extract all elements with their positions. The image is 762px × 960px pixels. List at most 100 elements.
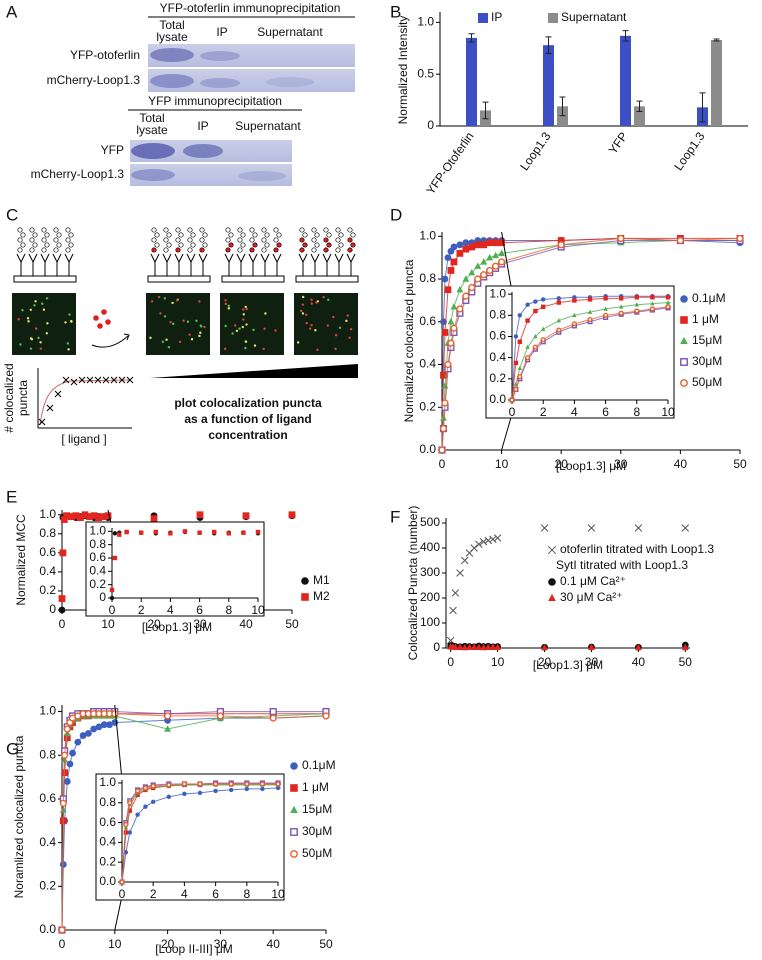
puncta: [334, 333, 338, 337]
point: [151, 799, 156, 804]
point: [541, 297, 546, 302]
puncta: [262, 347, 265, 351]
bead: [65, 237, 71, 243]
antibody: [224, 253, 234, 264]
antibody: [186, 253, 196, 264]
point: [492, 262, 500, 270]
point: [681, 643, 689, 651]
fit-line: [511, 306, 671, 401]
y-tick-label: 0.0: [489, 392, 506, 406]
lane-label: IP: [197, 119, 208, 133]
row-label: mCherry-Loop1.3: [31, 167, 125, 181]
puncta: [242, 308, 245, 311]
point: [492, 251, 500, 259]
bead: [225, 227, 231, 233]
point: [197, 790, 203, 796]
point: [81, 511, 89, 519]
mini-marker: [94, 376, 102, 384]
x-tick-label: 10: [108, 937, 122, 951]
point: [260, 786, 265, 792]
point: [432, 785, 436, 789]
point: [439, 425, 448, 433]
point: [475, 643, 483, 650]
point: [275, 781, 281, 787]
bead: [190, 232, 196, 238]
puncta: [29, 337, 33, 340]
fit-line: [121, 787, 281, 883]
y-tick-label: 0.4: [419, 357, 436, 371]
bead: [199, 227, 205, 233]
puncta: [252, 328, 255, 332]
error-bar: [713, 38, 720, 42]
y-axis-label: Normalized colocalized puncta: [402, 259, 416, 422]
point: [556, 327, 562, 333]
bead: [53, 247, 59, 253]
bead: [240, 232, 246, 238]
point: [634, 295, 639, 300]
point: [470, 643, 478, 650]
puncta: [39, 347, 43, 350]
y-tick-label: 0.4: [489, 350, 506, 364]
bead: [202, 242, 208, 248]
puncta: [348, 336, 351, 339]
y-tick-label: 400: [420, 540, 440, 554]
puncta: [186, 320, 190, 323]
inset: 00.20.40.60.81.0 0 2 4 6 8 10: [89, 524, 265, 618]
band: [150, 74, 194, 88]
point: [517, 339, 522, 344]
point: [450, 303, 458, 310]
arrowhead: [123, 333, 130, 341]
x-tick-label: 50: [319, 937, 333, 951]
point: [456, 241, 464, 249]
mini-marker: [118, 376, 126, 384]
puncta: [29, 308, 32, 311]
y-tick-label: 0.6: [489, 329, 506, 343]
point: [475, 540, 483, 549]
point: [432, 788, 436, 792]
panel-letter: D: [390, 205, 402, 224]
point: [517, 313, 522, 318]
puncta: [301, 312, 305, 315]
x-tick-label: 0: [447, 655, 454, 669]
point: [432, 783, 436, 787]
band: [238, 171, 286, 181]
point: [665, 295, 671, 300]
bead: [53, 237, 59, 243]
bead: [151, 247, 157, 253]
y-tick-label: 0.8: [89, 537, 106, 551]
x-tick-label: 40: [267, 937, 281, 951]
puncta: [29, 347, 33, 350]
bead: [311, 247, 317, 253]
bead: [252, 242, 258, 248]
point: [106, 721, 113, 729]
antibody: [236, 253, 246, 264]
point: [466, 643, 473, 650]
lane-label: Supernatant: [257, 25, 323, 39]
point: [517, 374, 523, 380]
surface: [221, 275, 285, 283]
inset-data: [509, 294, 671, 403]
bead: [56, 242, 62, 248]
puncta: [34, 327, 38, 330]
bead: [199, 237, 205, 243]
x-tick-label: 10: [495, 457, 509, 471]
point: [229, 787, 234, 793]
y-tick-label: 0: [49, 602, 56, 616]
bead: [302, 242, 308, 248]
bead: [273, 227, 279, 233]
y-tick-label: 0.0: [99, 874, 116, 888]
lane-label: Total: [159, 18, 184, 32]
point: [451, 643, 459, 650]
bar: [711, 39, 722, 126]
y-tick-label: 0.4: [39, 564, 56, 578]
point: [744, 784, 748, 788]
x-tick-label: 50: [733, 457, 747, 471]
point: [484, 536, 492, 545]
puncta: [316, 348, 319, 351]
bead: [151, 227, 157, 233]
mini-marker: [86, 376, 94, 384]
bar: [557, 106, 568, 126]
point: [450, 324, 458, 332]
puncta: [305, 321, 308, 325]
bead: [65, 227, 71, 233]
